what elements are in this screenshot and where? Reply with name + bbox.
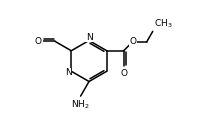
Text: O: O — [34, 37, 41, 46]
Text: NH$_2$: NH$_2$ — [70, 99, 89, 111]
Text: O: O — [120, 69, 126, 78]
Text: CH$_3$: CH$_3$ — [153, 18, 172, 30]
Text: N: N — [65, 68, 71, 77]
Text: O: O — [129, 37, 136, 46]
Text: N: N — [85, 33, 92, 42]
